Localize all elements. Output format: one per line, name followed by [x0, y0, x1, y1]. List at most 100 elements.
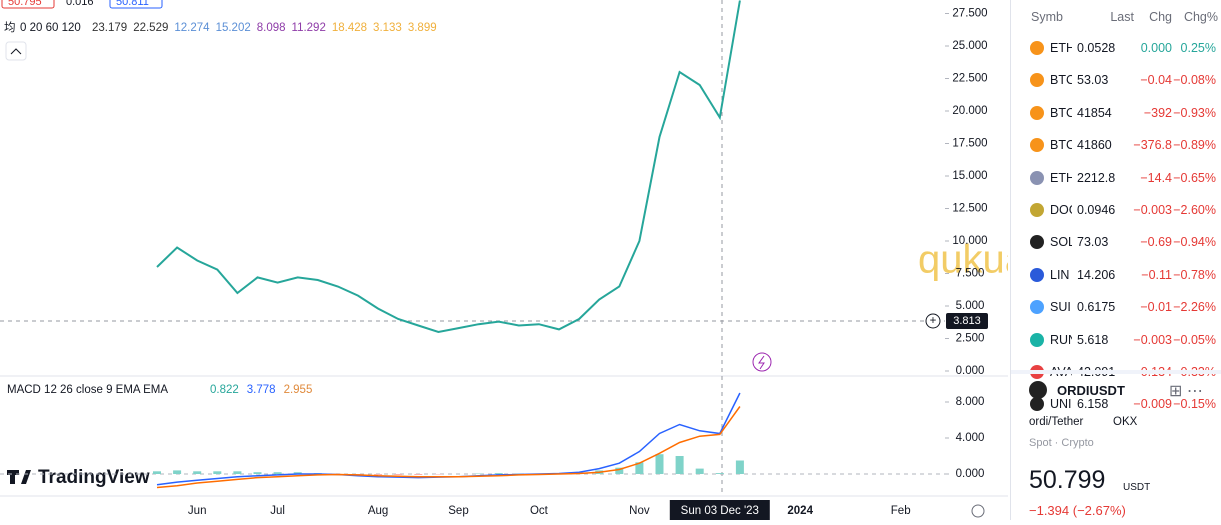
symbol: BTC — [1050, 106, 1072, 120]
watchlist-row: Symb Last Chg Chg% — [1011, 2, 1221, 32]
ma-value: 11.292 — [292, 22, 326, 34]
y-tick-label: 22.500 — [952, 73, 987, 85]
change-percent: −0.93% — [1173, 106, 1216, 120]
y-tick-label: 5.000 — [956, 300, 985, 312]
exchange: OKX — [1113, 416, 1137, 428]
icon — [1030, 106, 1044, 120]
watchlist-row[interactable]: BTC 41854 −392−0.93% — [1011, 98, 1221, 128]
symbol: SOL — [1050, 235, 1072, 249]
histogram-bar — [374, 474, 382, 475]
x-tick-label: Sep — [448, 505, 468, 517]
change: −14.4 — [1128, 171, 1172, 185]
y-tick-label: 20.000 — [952, 105, 987, 117]
last: 14.206 — [1077, 268, 1122, 282]
last: 0.6175 — [1077, 300, 1122, 314]
change: −0.003 — [1128, 203, 1172, 217]
last: 2212.8 — [1077, 171, 1122, 185]
macd-value: 3.778 — [247, 384, 276, 396]
histogram-bar — [233, 471, 241, 474]
last: 53.03 — [1077, 73, 1122, 87]
icon — [1030, 333, 1044, 347]
x-tick-label: Oct — [530, 505, 549, 517]
y-tick-label: 8.000 — [956, 396, 985, 408]
ma-value: 3.899 — [408, 22, 437, 34]
histogram-bar — [716, 473, 724, 474]
collapse-button[interactable] — [6, 42, 26, 60]
y-tick-label: 12.500 — [952, 203, 987, 215]
y-tick-label: 7.500 — [956, 268, 985, 280]
crosshair-price: 3.813 — [953, 315, 981, 327]
change: −0.69 — [1128, 235, 1172, 249]
icon — [1030, 203, 1044, 217]
column-header: Chg% — [1184, 10, 1218, 24]
watchlist-row[interactable]: DOG0.0946−0.003−2.60% — [1011, 195, 1221, 225]
change-percent: −0.65% — [1173, 171, 1216, 185]
ma-value: 12.274 — [174, 22, 210, 34]
spread: 0.016 — [66, 0, 94, 8]
price: 50.799 — [1029, 466, 1105, 495]
macd-value: 2.955 — [284, 384, 313, 396]
x-tick-label: Jun — [188, 505, 207, 517]
symbol: BTC — [1050, 73, 1072, 87]
change: −1.394 (−2.67%) — [1029, 503, 1126, 518]
layout-button[interactable]: ⊞ ⋯ — [1169, 381, 1203, 401]
change: −0.04 — [1128, 73, 1172, 87]
column-header: Symb — [1031, 10, 1063, 24]
change-percent: −0.08% — [1173, 73, 1216, 87]
last: 41854 — [1077, 106, 1122, 120]
last: 41860 — [1077, 138, 1122, 152]
change-percent: −0.94% — [1173, 235, 1216, 249]
last: 5.618 — [1077, 333, 1122, 347]
kind: Spot · Crypto — [1029, 437, 1094, 449]
change-percent: −0.78% — [1173, 268, 1216, 282]
ma-value: 8.098 — [257, 22, 286, 34]
ticker: ORDIUSDT — [1057, 383, 1125, 398]
histogram-bar — [213, 471, 221, 474]
pair[interactable]: ordi/Tether — [1029, 416, 1083, 428]
y-tick-label: 25.000 — [952, 40, 987, 52]
ma-value: 18.428 — [332, 22, 367, 34]
macd-title: MACD 12 26 close 9 EMA EMA — [7, 384, 168, 396]
column-header: Last — [1110, 10, 1134, 24]
change: −392 — [1128, 106, 1172, 120]
macd-value: 0.822 — [210, 384, 239, 396]
change: −0.11 — [1128, 268, 1172, 282]
histogram-bar — [414, 474, 422, 475]
event-icon[interactable] — [753, 353, 771, 371]
change-percent: −2.60% — [1173, 203, 1216, 217]
histogram-bar — [736, 461, 744, 475]
icon — [1030, 41, 1044, 55]
ma-value: 3.133 — [373, 22, 402, 34]
y-tick-label: 17.500 — [952, 138, 987, 150]
watchlist-row[interactable]: BTC 53.03 −0.04−0.08% — [1011, 65, 1221, 95]
ma-value: 15.202 — [216, 22, 251, 34]
histogram-bar — [254, 472, 262, 474]
y-tick-label: 0.000 — [956, 365, 985, 377]
watchlist-row[interactable]: RUN5.618−0.003−0.05% — [1011, 325, 1221, 355]
y-tick-label: 10.000 — [952, 235, 987, 247]
icon — [1030, 268, 1044, 282]
column-header: Chg — [1149, 10, 1172, 24]
x-tick-label: Sun 03 Dec '23 — [681, 505, 759, 517]
symbol: UNI — [1050, 397, 1072, 411]
ma-value: 22.529 — [133, 22, 168, 34]
histogram-bar — [656, 454, 664, 474]
icon — [1030, 73, 1044, 87]
change: 0.000 — [1128, 41, 1172, 55]
add-icon: + — [930, 315, 937, 327]
y-tick-label: 27.500 — [952, 8, 987, 20]
symbol-icon — [1029, 381, 1047, 399]
icon — [1030, 300, 1044, 314]
last: 0.0528 — [1077, 41, 1122, 55]
change-percent: 0.25% — [1181, 41, 1216, 55]
ma-params: 0 20 60 120 — [20, 22, 81, 34]
histogram-bar — [193, 471, 201, 474]
